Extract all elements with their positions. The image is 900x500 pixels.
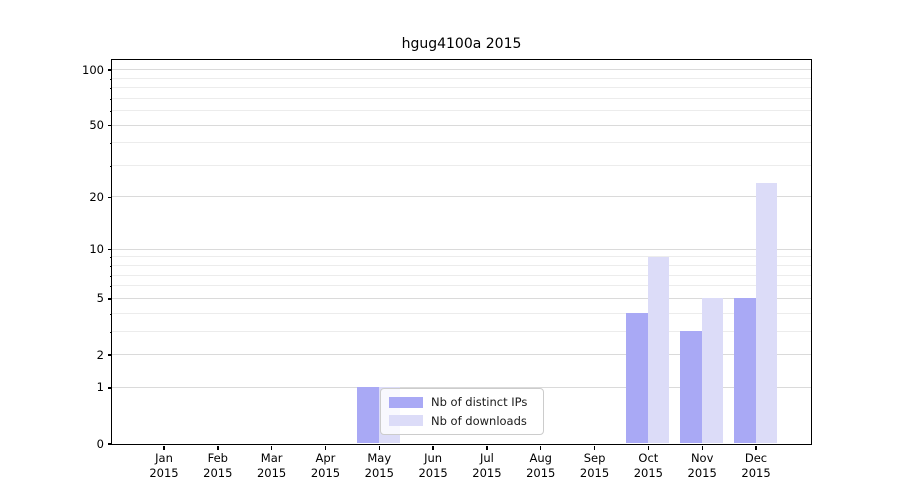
x-axis-tick (755, 445, 757, 450)
y-axis-tick-label: 20 (89, 189, 104, 204)
y-axis-tick (108, 196, 112, 199)
legend-entry-distinct-ips: Nb of distinct IPs (389, 395, 535, 409)
y-axis-tick (108, 298, 112, 300)
y-axis-minor-tick (109, 98, 112, 100)
x-axis-tick-label: Dec 2015 (741, 451, 771, 480)
legend-label-downloads: Nb of downloads (431, 413, 527, 428)
x-axis-tick (270, 445, 273, 450)
y-axis-minor-tick (109, 165, 112, 167)
gridline-minor (111, 285, 811, 287)
bar-distinct-ips (626, 313, 648, 444)
y-axis-tick-label: 2 (96, 347, 104, 362)
x-axis-tick-label: Feb 2015 (203, 451, 233, 480)
y-axis-tick-label: 0 (96, 436, 104, 451)
bar-distinct-ips (734, 298, 756, 444)
gridline-minor (111, 265, 811, 267)
x-axis-tick (593, 445, 596, 450)
bar-downloads (755, 182, 778, 444)
x-axis-tick-label: Sep 2015 (579, 451, 610, 480)
gridline-minor (111, 142, 811, 144)
gridline-minor (111, 312, 811, 314)
gridline-major (111, 297, 811, 299)
plot-inner (111, 60, 811, 444)
legend-swatch-distinct-ips-icon (389, 396, 423, 408)
bar-distinct-ips (680, 331, 702, 444)
gridline-major (111, 124, 811, 126)
y-axis-tick (108, 124, 112, 127)
x-axis-tick (540, 445, 542, 450)
gridline-minor (111, 97, 811, 99)
x-axis-tick-label: May 2015 (364, 451, 394, 480)
x-axis-tick (324, 445, 327, 450)
y-axis-minor-tick (109, 275, 112, 277)
plot-area (110, 58, 812, 445)
x-axis-tick (486, 445, 488, 450)
y-axis-minor-tick (109, 88, 112, 90)
y-axis-tick-label: 100 (82, 62, 104, 77)
gridline-major (111, 386, 811, 388)
y-axis-minor-tick (109, 78, 112, 80)
gridline-major (111, 354, 811, 355)
y-axis-tick-label: 1 (96, 380, 104, 395)
y-axis-minor-tick (109, 286, 112, 288)
gridline-minor (111, 330, 811, 332)
legend: Nb of distinct IPs Nb of downloads (380, 388, 544, 435)
gridline-major (111, 196, 811, 198)
y-axis-minor-tick (109, 257, 112, 259)
y-axis-minor-tick (109, 313, 112, 315)
x-axis-tick-label: Aug 2015 (526, 451, 556, 480)
legend-swatch-downloads-icon (389, 415, 423, 427)
y-axis-minor-tick (109, 331, 112, 333)
x-axis-tick-label: Jan 2015 (149, 451, 179, 480)
chart-title: hgug4100a 2015 (401, 36, 522, 52)
legend-label-distinct-ips: Nb of distinct IPs (431, 395, 528, 410)
x-axis-tick (701, 445, 703, 450)
gridline-major (111, 69, 811, 71)
x-axis-tick-label: Nov 2015 (687, 451, 717, 480)
y-axis-tick-label: 10 (89, 242, 104, 257)
gridline-minor (111, 87, 811, 89)
y-axis-tick (108, 443, 112, 445)
y-axis-tick-label: 50 (89, 118, 104, 133)
y-axis-tick (108, 249, 112, 251)
gridline-major (111, 248, 811, 250)
legend-entry-downloads: Nb of downloads (389, 414, 535, 428)
x-axis-tick (432, 445, 434, 450)
x-axis-tick-label: Apr 2015 (310, 451, 341, 480)
y-axis-tick-label: 5 (96, 291, 104, 306)
y-axis-minor-tick (109, 266, 112, 268)
x-axis-tick (378, 445, 380, 450)
gridline-minor (111, 77, 811, 79)
y-axis-minor-tick (109, 111, 112, 113)
bar-downloads (701, 298, 724, 444)
gridline-minor (111, 274, 811, 276)
gridline-minor (111, 110, 811, 112)
x-axis-tick-label: Jul 2015 (472, 451, 502, 480)
y-axis-minor-tick (109, 143, 112, 145)
bar-downloads (647, 256, 670, 444)
x-axis-tick-label: Jun 2015 (418, 451, 448, 480)
x-axis-tick-label: Oct 2015 (633, 451, 664, 480)
gridline-minor (111, 256, 811, 258)
x-axis-tick (647, 445, 650, 450)
y-axis-tick (108, 69, 112, 71)
x-axis-tick (163, 445, 165, 450)
y-axis-tick (108, 354, 112, 356)
gridline-minor (111, 164, 811, 166)
bar-distinct-ips (357, 387, 379, 444)
x-axis-tick (217, 445, 219, 450)
x-axis-tick-label: Mar 2015 (256, 451, 287, 480)
y-axis-tick (108, 387, 112, 389)
